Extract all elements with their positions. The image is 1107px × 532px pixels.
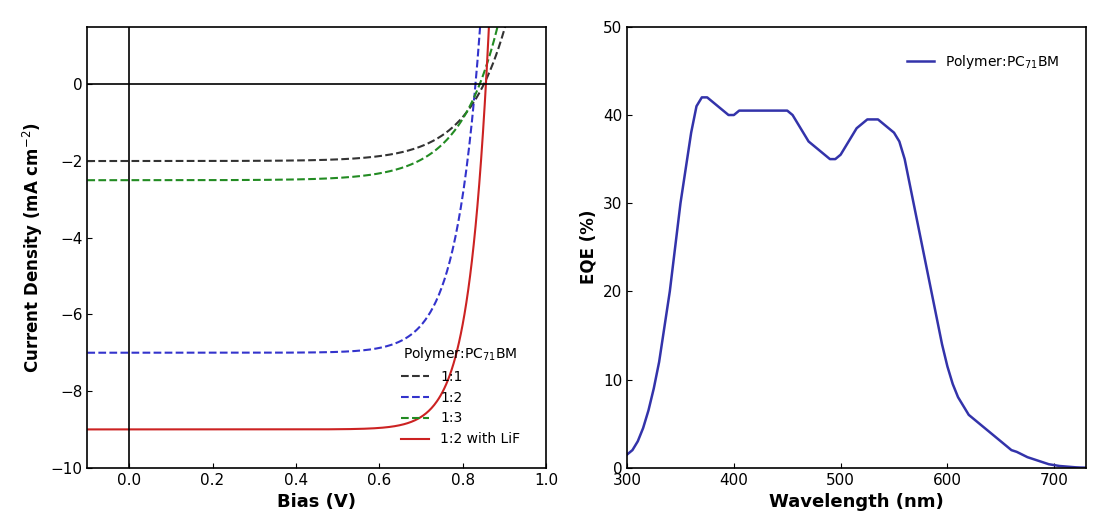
- Y-axis label: EQE (%): EQE (%): [579, 210, 598, 285]
- 1:2: [457, 186, 470, 193]
- 1:2 with LiF: [81, 426, 94, 433]
- 1:2: [329, 349, 342, 355]
- Legend: Polymer:PC$_{71}$BM: Polymer:PC$_{71}$BM: [901, 47, 1065, 76]
- 1:1: [81, 158, 94, 164]
- 1:3: [496, 4, 509, 11]
- 1:1: [529, 4, 542, 11]
- 1:1: [329, 156, 342, 163]
- Y-axis label: Current Density (mA cm$^{-2}$): Current Density (mA cm$^{-2}$): [21, 122, 45, 373]
- 1:2 with LiF: [329, 426, 342, 433]
- 1:2 with LiF: [457, 316, 470, 322]
- 1:3: [354, 173, 368, 179]
- 1:3: [529, 4, 542, 11]
- 1:2 with LiF: [354, 426, 368, 432]
- 1:2 with LiF: [299, 426, 312, 433]
- 1:1: [299, 157, 312, 163]
- 1:1: [504, 4, 517, 11]
- 1:2 with LiF: [529, 4, 542, 11]
- 1:1: [540, 4, 554, 11]
- 1:1: [354, 155, 368, 161]
- 1:2: [301, 350, 314, 356]
- 1:3: [540, 4, 554, 11]
- 1:2: [299, 350, 312, 356]
- Legend: 1:1, 1:2, 1:3, 1:2 with LiF: 1:1, 1:2, 1:3, 1:2 with LiF: [395, 339, 526, 452]
- Line: 1:2: 1:2: [87, 7, 547, 353]
- 1:2: [529, 4, 542, 11]
- Line: 1:3: 1:3: [87, 7, 547, 180]
- Line: 1:1: 1:1: [87, 7, 547, 161]
- 1:3: [81, 177, 94, 184]
- 1:3: [301, 176, 314, 182]
- 1:2 with LiF: [301, 426, 314, 433]
- 1:2: [81, 350, 94, 356]
- 1:2 with LiF: [540, 4, 554, 11]
- Line: 1:2 with LiF: 1:2 with LiF: [87, 7, 547, 429]
- 1:3: [457, 114, 470, 121]
- 1:2 with LiF: [484, 4, 497, 11]
- 1:3: [329, 175, 342, 181]
- 1:2: [475, 4, 488, 11]
- 1:2: [354, 347, 368, 354]
- X-axis label: Wavelength (nm): Wavelength (nm): [769, 493, 944, 511]
- 1:2: [540, 4, 554, 11]
- 1:1: [301, 157, 314, 163]
- 1:3: [299, 176, 312, 182]
- X-axis label: Bias (V): Bias (V): [278, 493, 356, 511]
- 1:1: [457, 113, 470, 119]
